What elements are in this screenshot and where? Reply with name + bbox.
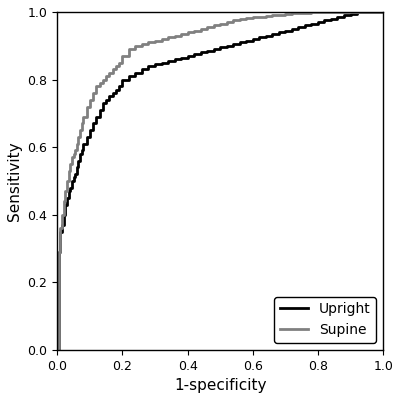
Upright — [302, 25, 307, 30]
Upright — [55, 347, 60, 352]
Supine — [296, 10, 301, 15]
Line: Upright: Upright — [57, 12, 383, 350]
Supine — [355, 10, 360, 14]
Upright — [114, 87, 118, 92]
Upright — [355, 10, 360, 14]
Line: Supine: Supine — [57, 12, 383, 350]
Supine — [302, 10, 307, 15]
Supine — [68, 162, 73, 166]
Supine — [55, 347, 60, 352]
Upright — [355, 11, 360, 16]
X-axis label: 1-specificity: 1-specificity — [174, 378, 266, 393]
Upright — [296, 26, 301, 31]
Legend: Upright, Supine: Upright, Supine — [274, 297, 376, 343]
Upright — [381, 10, 386, 14]
Supine — [114, 64, 118, 68]
Upright — [68, 185, 73, 190]
Supine — [381, 10, 386, 14]
Supine — [316, 10, 320, 14]
Upright — [296, 25, 301, 30]
Y-axis label: Sensitivity: Sensitivity — [7, 141, 22, 221]
Supine — [296, 11, 301, 16]
